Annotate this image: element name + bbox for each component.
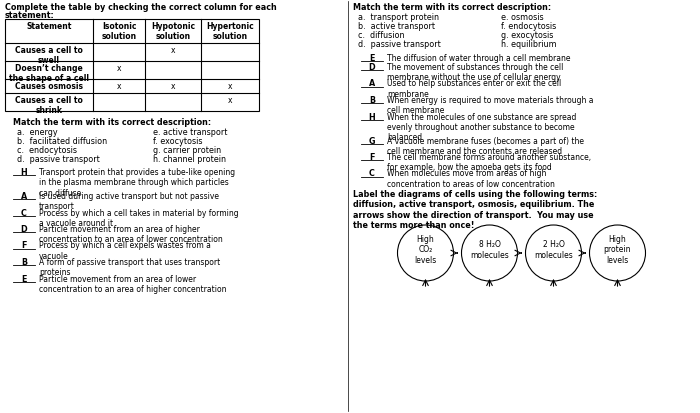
Text: E: E [21, 274, 27, 283]
Text: h. channel protein: h. channel protein [153, 154, 226, 164]
Text: Particle movement from an area of lower
concentration to an area of higher conce: Particle movement from an area of lower … [39, 274, 227, 293]
Text: F: F [370, 153, 374, 161]
Text: D: D [21, 224, 27, 233]
Text: Match the term with its correct description:: Match the term with its correct descript… [13, 118, 211, 127]
Text: e. active transport: e. active transport [153, 128, 228, 137]
Text: Is used during active transport but not passive
transport: Is used during active transport but not … [39, 192, 219, 211]
Text: d.  passive transport: d. passive transport [17, 154, 100, 164]
Text: x: x [171, 82, 175, 91]
Text: Causes a cell to
swell: Causes a cell to swell [15, 46, 83, 65]
Text: C: C [369, 169, 375, 178]
Text: Process by which a cell expels wastes from a
vacuole: Process by which a cell expels wastes fr… [39, 241, 211, 260]
Text: E: E [370, 54, 374, 63]
Text: 8 H₂O
molecules: 8 H₂O molecules [470, 240, 509, 259]
Text: Isotonic
solution: Isotonic solution [102, 22, 136, 41]
Text: 2 H₂O
molecules: 2 H₂O molecules [534, 240, 573, 259]
Text: Complete the table by checking the correct column for each: Complete the table by checking the corre… [5, 3, 276, 12]
Text: x: x [171, 46, 175, 55]
Text: Process by which a cell takes in material by forming
a vacuole around it: Process by which a cell takes in materia… [39, 208, 239, 227]
Text: x: x [228, 96, 232, 105]
Text: Transport protein that provides a tube-like opening
in the plasma membrane throu: Transport protein that provides a tube-l… [39, 168, 235, 197]
Text: Particle movement from an area of higher
concentration to an area of lower conce: Particle movement from an area of higher… [39, 224, 223, 244]
Text: a.  transport protein: a. transport protein [358, 13, 439, 22]
Text: g. carrier protein: g. carrier protein [153, 146, 221, 154]
Bar [5, 20, 259, 112]
Text: Doesn’t change
the shape of a cell: Doesn’t change the shape of a cell [9, 64, 89, 83]
Text: g. exocytosis: g. exocytosis [501, 31, 554, 40]
Text: A: A [369, 79, 375, 88]
Text: D: D [369, 63, 375, 72]
Text: The movement of substances through the cell
membrane without the use of cellular: The movement of substances through the c… [387, 63, 564, 82]
Text: When molecules move from areas of high
concentration to areas of low concentrati: When molecules move from areas of high c… [387, 169, 555, 188]
Text: B: B [369, 96, 375, 105]
Text: Match the term with its correct description:: Match the term with its correct descript… [353, 3, 551, 12]
Text: Statement: Statement [27, 22, 71, 31]
Text: B: B [21, 257, 27, 266]
Text: When the molecules of one substance are spread
evenly throughout another substan: When the molecules of one substance are … [387, 112, 576, 142]
Text: A: A [21, 192, 27, 201]
Text: Causes osmosis: Causes osmosis [15, 82, 83, 91]
Text: f. endocytosis: f. endocytosis [501, 22, 556, 31]
Text: e. osmosis: e. osmosis [501, 13, 544, 22]
Text: a.  energy: a. energy [17, 128, 57, 137]
Text: High
CO₂
levels: High CO₂ levels [414, 235, 437, 264]
Text: c.  endocytosis: c. endocytosis [17, 146, 77, 154]
Text: A form of passive transport that uses transport
proteins: A form of passive transport that uses tr… [39, 257, 220, 277]
Text: C: C [21, 208, 27, 217]
Text: Label the diagrams of cells using the following terms:
diffusion, active transpo: Label the diagrams of cells using the fo… [353, 190, 597, 230]
Text: G: G [369, 136, 375, 145]
Text: b.  facilitated diffusion: b. facilitated diffusion [17, 137, 107, 146]
Text: c.  diffusion: c. diffusion [358, 31, 405, 40]
Text: H: H [20, 168, 27, 177]
Text: h. equilibrium: h. equilibrium [501, 40, 556, 49]
Text: b.  active transport: b. active transport [358, 22, 435, 31]
Text: Hypertonic
solution: Hypertonic solution [206, 22, 254, 41]
Text: x: x [117, 82, 121, 91]
Text: d.  passive transport: d. passive transport [358, 40, 441, 49]
Text: x: x [117, 64, 121, 73]
Text: Hypotonic
solution: Hypotonic solution [151, 22, 195, 41]
Text: F: F [21, 241, 27, 250]
Text: High
protein
levels: High protein levels [603, 235, 631, 264]
Text: A vacuole membrane fuses (becomes a part of) the
cell membrane and the contents : A vacuole membrane fuses (becomes a part… [387, 136, 584, 156]
Text: H: H [369, 112, 375, 121]
Text: f. exocytosis: f. exocytosis [153, 137, 202, 146]
Text: The cell membrane forms around another substance,
for example, how the amoeba ge: The cell membrane forms around another s… [387, 153, 591, 172]
Text: statement:: statement: [5, 11, 55, 20]
Text: Used to help substances enter or exit the cell
membrane: Used to help substances enter or exit th… [387, 79, 561, 99]
Text: Causes a cell to
shrink: Causes a cell to shrink [15, 96, 83, 115]
Text: x: x [228, 82, 232, 91]
Text: When energy is required to move materials through a
cell membrane: When energy is required to move material… [387, 96, 594, 115]
Text: The diffusion of water through a cell membrane: The diffusion of water through a cell me… [387, 54, 570, 63]
